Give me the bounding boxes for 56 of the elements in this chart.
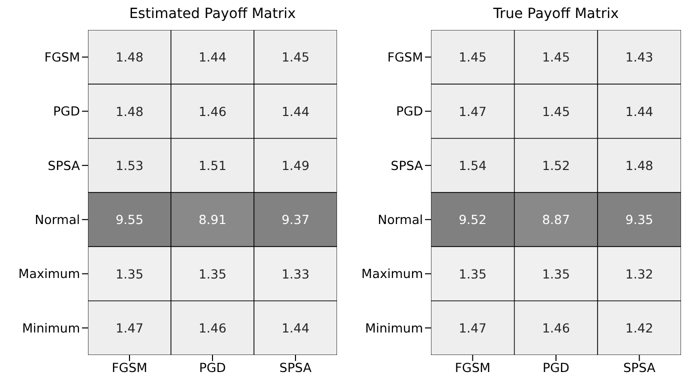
data-label: 1.48 bbox=[625, 158, 654, 173]
data-label: 1.43 bbox=[625, 50, 654, 65]
data-label: 1.54 bbox=[458, 158, 487, 173]
data-label: 1.35 bbox=[116, 266, 144, 282]
y-tick-label: Maximum bbox=[18, 266, 80, 282]
data-label: 1.53 bbox=[116, 158, 144, 173]
data-label: 1.45 bbox=[282, 50, 310, 65]
data-label: 1.51 bbox=[198, 158, 226, 173]
data-label: 1.45 bbox=[542, 104, 570, 119]
y-tick-label: Minimum bbox=[22, 320, 80, 336]
data-label: 1.44 bbox=[282, 104, 310, 119]
data-label: 1.52 bbox=[542, 158, 570, 173]
data-label: 1.32 bbox=[625, 266, 654, 282]
x-tick-label: PGD bbox=[542, 360, 570, 375]
data-label: 1.35 bbox=[458, 266, 487, 282]
data-label: 1.35 bbox=[542, 266, 570, 282]
x-tick-label: FGSM bbox=[454, 360, 490, 375]
data-label: 1.47 bbox=[458, 320, 487, 336]
data-label: 9.52 bbox=[458, 212, 487, 228]
data-label: 9.35 bbox=[625, 212, 654, 228]
data-label: 1.47 bbox=[458, 104, 487, 119]
y-tick-label: PGD bbox=[53, 104, 80, 119]
y-tick-label: FGSM bbox=[387, 50, 423, 65]
chart-title: Estimated Payoff Matrix bbox=[128, 6, 297, 22]
data-label: 1.33 bbox=[282, 266, 310, 282]
data-label: 8.91 bbox=[198, 212, 226, 228]
chart-title: True Payoff Matrix bbox=[492, 6, 620, 22]
data-label: 1.46 bbox=[542, 320, 570, 336]
data-label: 1.46 bbox=[198, 320, 226, 336]
data-label: 8.87 bbox=[542, 212, 570, 228]
data-label: 1.44 bbox=[198, 50, 226, 65]
y-tick-label: FGSM bbox=[44, 50, 80, 65]
data-label: 1.46 bbox=[198, 104, 226, 119]
x-tick-label: SPSA bbox=[623, 360, 656, 375]
data-label: 1.42 bbox=[625, 320, 654, 336]
x-tick-label: PGD bbox=[199, 360, 226, 375]
data-label: 9.37 bbox=[282, 212, 310, 228]
data-label: 1.48 bbox=[116, 50, 144, 65]
y-tick-label: SPSA bbox=[48, 158, 80, 173]
data-label: 1.48 bbox=[116, 104, 144, 119]
y-tick-label: Maximum bbox=[361, 266, 423, 282]
data-label: 1.35 bbox=[198, 266, 226, 282]
data-label: 9.55 bbox=[116, 212, 144, 228]
y-tick-label: Normal bbox=[378, 212, 423, 228]
y-tick-label: Minimum bbox=[365, 320, 423, 336]
data-label: 1.45 bbox=[542, 50, 570, 65]
data-label: 1.49 bbox=[282, 158, 310, 173]
x-tick-label: FGSM bbox=[112, 360, 148, 375]
data-label: 1.44 bbox=[625, 104, 654, 119]
data-label: 1.47 bbox=[116, 320, 144, 336]
x-tick-label: SPSA bbox=[279, 360, 312, 375]
y-tick-label: Normal bbox=[34, 212, 80, 228]
y-tick-label: PGD bbox=[396, 104, 423, 119]
data-label: 1.44 bbox=[282, 320, 310, 336]
y-tick-label: SPSA bbox=[390, 158, 424, 173]
data-label: 1.45 bbox=[458, 50, 487, 65]
